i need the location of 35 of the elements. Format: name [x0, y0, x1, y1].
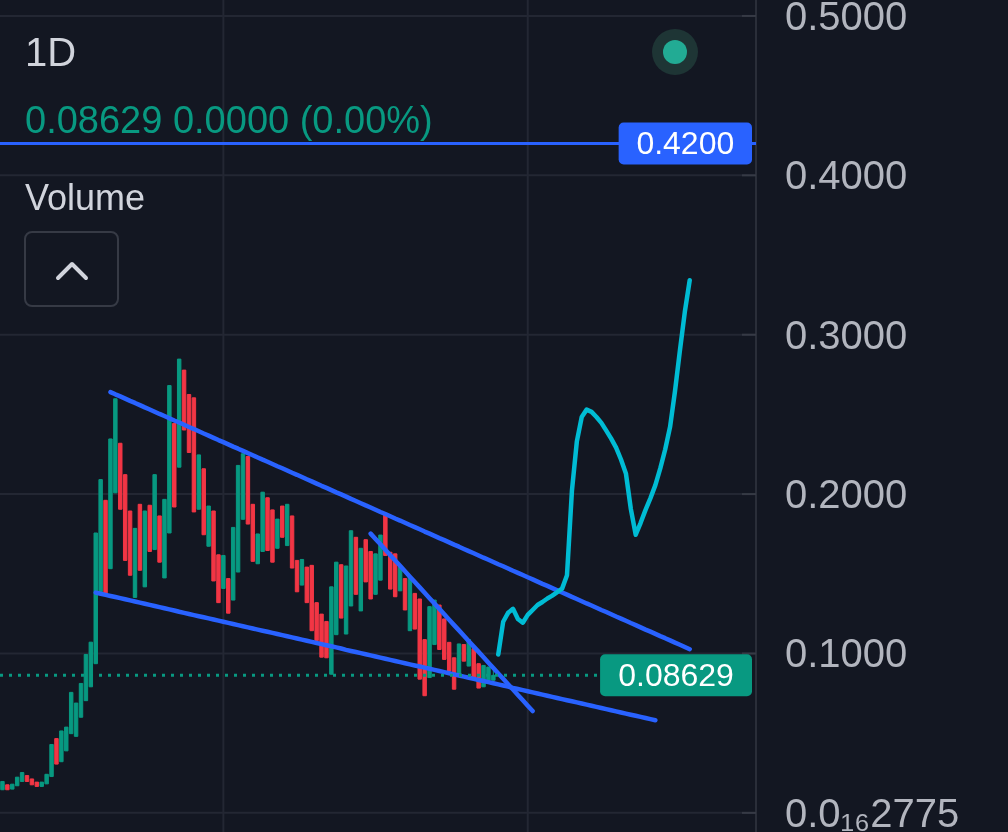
candlestick: [5, 784, 10, 791]
candlestick: [14, 776, 20, 787]
candlestick: [280, 505, 285, 538]
ref-line-label: 0.4200: [636, 125, 735, 162]
candlestick: [196, 454, 202, 510]
candlestick: [284, 503, 290, 547]
candlestick: [157, 515, 162, 563]
y-tick-label: 0.0₁₆2775: [785, 790, 960, 832]
candlestick: [275, 518, 280, 549]
candlestick: [34, 781, 40, 787]
text: 1D: [25, 30, 77, 74]
candlestick: [172, 422, 177, 508]
candlestick: [152, 474, 157, 551]
line-series: [108, 389, 692, 652]
candlestick: [226, 578, 231, 614]
candlestick: [147, 504, 152, 552]
ref-line-label: 0.08629: [618, 657, 734, 694]
y-tick-label: 0.3000: [785, 312, 908, 357]
y-tick-label: 0.2000: [785, 472, 908, 517]
text: 0.08629 0.0000 (0.00%): [25, 99, 433, 141]
annotation: Volume: [25, 176, 146, 218]
candlestick: [221, 554, 226, 589]
line-series: [496, 277, 692, 657]
y-tick-label: 0.5000: [785, 0, 908, 38]
candlestick: [176, 358, 182, 468]
candlestick: [201, 468, 206, 536]
candlestick: [0, 780, 5, 791]
y-tick-label: 0.4000: [785, 153, 908, 198]
candlestick: [206, 505, 211, 547]
y-tick-label: 0.1000: [785, 631, 908, 676]
candlestick: [54, 738, 59, 765]
candlestick: [358, 547, 364, 612]
candlestick: [103, 499, 108, 595]
candlestick: [338, 564, 344, 619]
candlestick: [142, 510, 148, 588]
